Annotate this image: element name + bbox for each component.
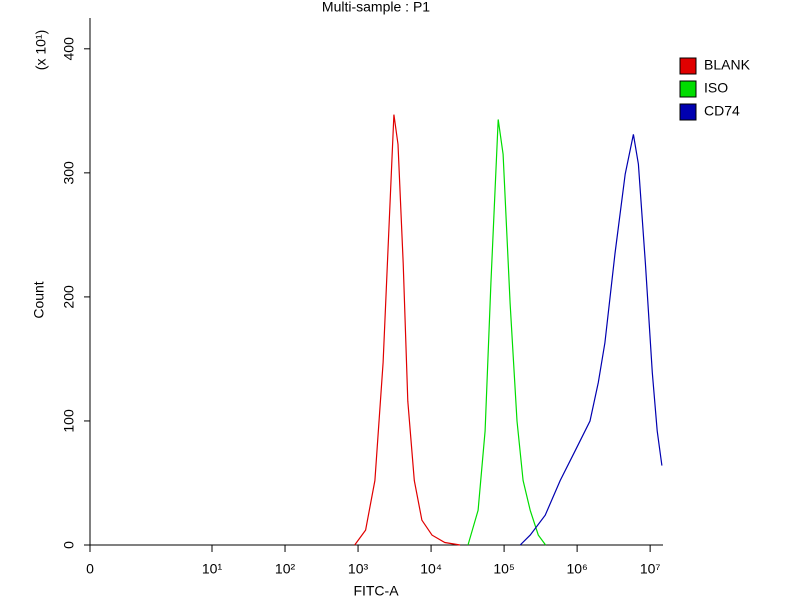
legend-label: ISO <box>704 80 728 96</box>
x-tick-label: 10⁶ <box>566 561 587 577</box>
x-tick-label: 0 <box>86 561 94 577</box>
y-tick-label: 400 <box>61 37 77 61</box>
x-axis-label: FITC-A <box>353 583 399 599</box>
x-tick-label: 10² <box>275 561 296 577</box>
y-tick-label: 200 <box>61 285 77 309</box>
legend-swatch <box>679 103 697 121</box>
histogram-line <box>519 134 663 546</box>
y-tick-label: 300 <box>61 161 77 185</box>
x-tick-label: 10⁵ <box>493 561 514 577</box>
chart-title: Multi-sample : P1 <box>322 0 430 15</box>
x-tick-label: 10⁴ <box>420 561 442 577</box>
x-tick-label: 10³ <box>348 561 369 577</box>
legend-swatch <box>679 57 697 75</box>
legend-label: CD74 <box>704 103 740 119</box>
x-tick-label: 10¹ <box>202 561 223 577</box>
x-tick-label: 10⁷ <box>640 561 661 577</box>
y-tick-label: 0 <box>61 541 77 549</box>
histogram-line <box>467 119 547 546</box>
legend-label: BLANK <box>704 57 751 73</box>
legend-swatch <box>679 80 697 98</box>
y-axis-label: Count <box>31 281 47 318</box>
y-multiplier: (x 10¹) <box>33 30 49 70</box>
histogram-line <box>354 114 461 546</box>
y-tick-label: 100 <box>61 409 77 433</box>
